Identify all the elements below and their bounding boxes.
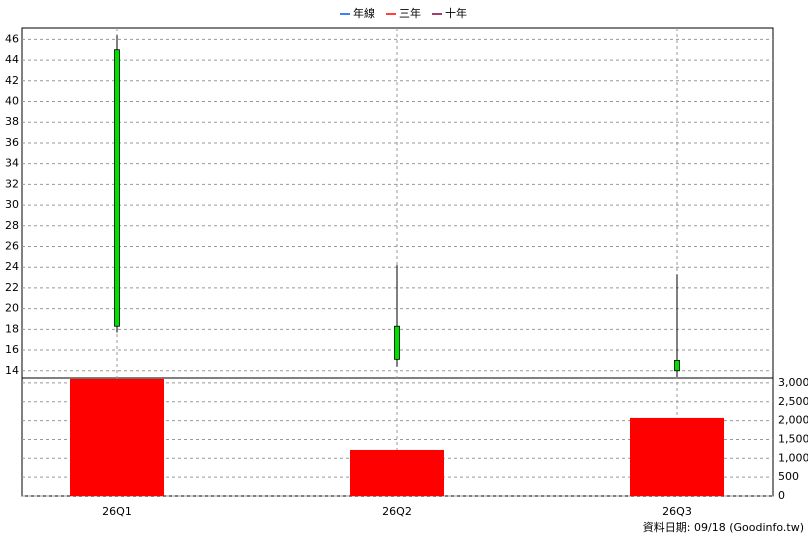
y-tick-label: 2,000 <box>778 414 808 427</box>
y-tick-label: 38 <box>5 115 19 128</box>
y-tick-label: 24 <box>5 260 19 273</box>
y-tick-label: 1,000 <box>778 451 808 464</box>
bar <box>350 449 444 496</box>
y-tick-label: 44 <box>5 53 19 66</box>
y-tick-label: 32 <box>5 177 19 190</box>
y-tick-label: 3,000 <box>778 376 808 389</box>
legend-label: 年線 <box>353 6 375 20</box>
y-tick-label: 500 <box>778 470 799 483</box>
candle-body <box>114 49 120 327</box>
candle-body <box>674 359 680 372</box>
x-tick-label: 26Q3 <box>662 505 692 518</box>
legend-label: 十年 <box>445 6 467 20</box>
y-tick-label: 1,500 <box>778 432 808 445</box>
x-tick-label: 26Q1 <box>102 505 132 518</box>
candle-body <box>394 325 400 360</box>
legend-label: 三年 <box>399 6 421 20</box>
y-tick-label: 28 <box>5 219 19 232</box>
x-tick-label: 26Q2 <box>382 505 412 518</box>
y-tick-label: 30 <box>5 198 19 211</box>
y-tick-label: 26 <box>5 239 19 252</box>
y-tick-label: 18 <box>5 322 19 335</box>
y-tick-label: 0 <box>778 489 785 502</box>
y-tick-label: 42 <box>5 74 19 87</box>
y-tick-label: 34 <box>5 157 19 170</box>
y-tick-label: 2,500 <box>778 395 808 408</box>
bar <box>630 417 724 496</box>
y-tick-label: 46 <box>5 32 19 45</box>
y-tick-label: 16 <box>5 343 19 356</box>
y-tick-label: 22 <box>5 281 19 294</box>
bar <box>70 378 164 496</box>
y-tick-label: 14 <box>5 364 19 377</box>
footer: 資料日期: 09/18 (Goodinfo.tw) <box>643 520 804 534</box>
y-tick-label: 40 <box>5 95 19 108</box>
y-tick-label: 36 <box>5 136 19 149</box>
y-tick-label: 20 <box>5 302 19 315</box>
